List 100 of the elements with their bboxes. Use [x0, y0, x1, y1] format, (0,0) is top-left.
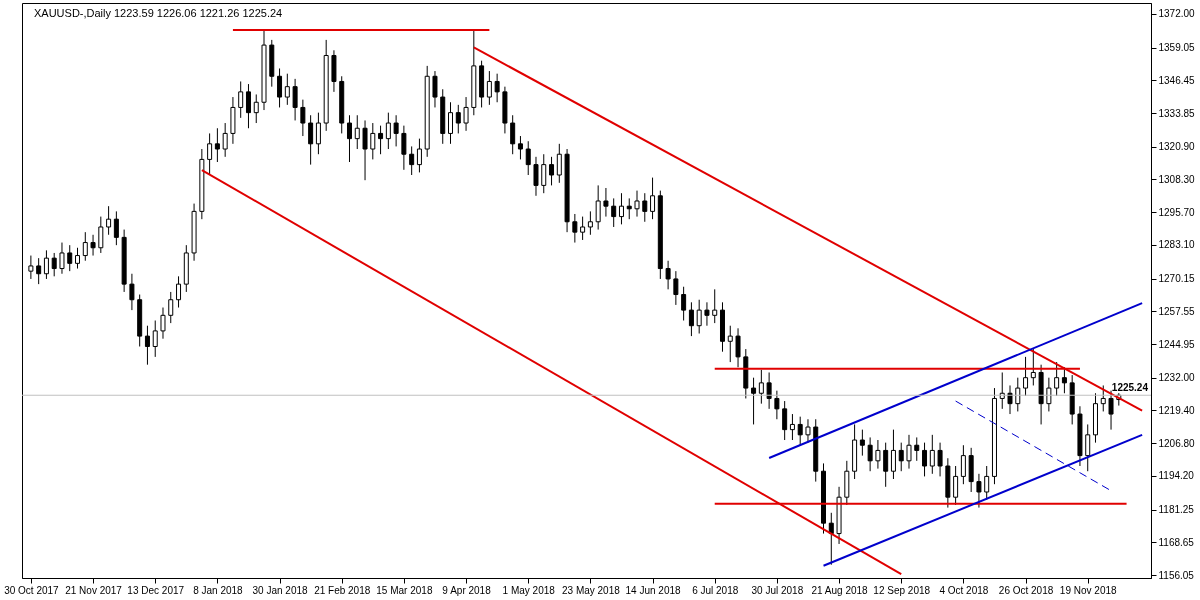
candlestick — [953, 465, 959, 506]
y-tick-label: 1257.55 — [1158, 305, 1196, 317]
candlestick — [541, 153, 547, 194]
y-tick-label: 1346.45 — [1158, 74, 1196, 86]
candlestick — [113, 210, 119, 246]
y-tick-label: 1333.85 — [1158, 107, 1196, 119]
candlestick — [1085, 423, 1091, 472]
candlestick — [883, 442, 889, 488]
candlestick — [766, 371, 772, 410]
candlestick — [168, 291, 174, 324]
candlestick — [735, 327, 741, 368]
y-tick-label: 1219.40 — [1158, 404, 1196, 416]
candlestick — [346, 114, 352, 163]
candlestick — [890, 429, 896, 480]
candlestick — [587, 210, 593, 236]
candlestick — [486, 70, 492, 106]
candlestick — [106, 205, 112, 236]
x-tick-label: 14 Jun 2018 — [625, 584, 682, 596]
y-tick-label: 1308.30 — [1158, 173, 1196, 185]
candlestick — [875, 439, 881, 470]
candlestick — [90, 234, 96, 257]
candlestick — [758, 369, 764, 405]
candlestick — [611, 197, 617, 228]
candlestick — [370, 122, 376, 160]
x-tick-label: 6 Jul 2018 — [692, 584, 739, 596]
candlestick — [867, 436, 873, 472]
candlestick — [36, 257, 42, 285]
candlestick — [292, 78, 298, 121]
candlestick — [688, 301, 694, 337]
candlestick — [929, 434, 935, 475]
candlestick — [416, 138, 422, 173]
y-tick-label: 1156.05 — [1158, 569, 1195, 581]
candlestick — [378, 125, 384, 155]
candlestick — [222, 122, 228, 158]
candlestick — [665, 260, 671, 290]
ref-line-label: 1225.24 — [1111, 382, 1149, 394]
candlestick — [43, 249, 49, 280]
candlestick — [448, 101, 454, 145]
candlestick — [129, 273, 135, 311]
candlestick — [805, 418, 811, 444]
candlestick — [525, 140, 531, 176]
candlestick — [906, 434, 912, 470]
chart-subtitle: 1223.59 1226.06 1221.26 1225.24 — [114, 7, 283, 19]
y-tick-label: 1232.00 — [1158, 372, 1196, 384]
candlestick — [463, 96, 469, 132]
candlestick — [580, 216, 586, 241]
chart-title: XAUUSD-,Daily — [34, 7, 112, 19]
candlestick — [1030, 348, 1036, 386]
x-tick-label: 21 Aug 2018 — [811, 584, 869, 596]
candlestick — [284, 73, 290, 106]
y-tick-label: 1359.05 — [1158, 42, 1196, 54]
candlestick — [572, 213, 578, 244]
candlestick — [207, 132, 213, 176]
candlestick — [238, 80, 244, 119]
candlestick — [59, 242, 65, 275]
candlestick — [704, 301, 710, 327]
x-tick-label: 21 Nov 2017 — [65, 584, 123, 596]
y-tick-label: 1320.90 — [1158, 141, 1196, 153]
y-tick-label: 1194.20 — [1158, 470, 1195, 482]
y-tick-label: 1244.95 — [1158, 338, 1196, 350]
candlestick — [774, 390, 780, 420]
y-tick-label: 1270.15 — [1158, 273, 1196, 285]
candlestick — [898, 442, 904, 472]
candlestick — [432, 70, 438, 108]
candlestick — [984, 465, 990, 501]
candlestick — [922, 442, 928, 477]
x-tick-label: 21 Feb 2018 — [314, 584, 371, 596]
y-tick-label: 1181.25 — [1158, 504, 1195, 516]
candlestick — [354, 114, 360, 150]
candlestick — [28, 255, 34, 280]
candlestick — [401, 125, 407, 171]
x-tick-label: 4 Oct 2018 — [939, 584, 989, 596]
candlestick — [152, 320, 158, 358]
candlestick — [245, 83, 251, 129]
candlestick — [1046, 377, 1052, 412]
candlestick — [1100, 384, 1106, 412]
candlestick — [914, 436, 920, 462]
x-tick-label: 13 Dec 2017 — [127, 584, 185, 596]
y-tick-label: 1168.65 — [1158, 536, 1195, 548]
candlestick — [1007, 384, 1013, 415]
x-tick-label: 30 Jul 2018 — [751, 584, 804, 596]
candlestick — [789, 413, 795, 441]
candlestick — [549, 156, 555, 186]
y-tick-label: 1206.80 — [1158, 437, 1196, 449]
candlestick — [533, 156, 539, 197]
x-tick-label: 26 Oct 2018 — [998, 584, 1054, 596]
candlestick — [603, 187, 609, 218]
candlestick — [510, 114, 516, 155]
candlestick — [618, 192, 624, 225]
candlestick — [176, 275, 182, 309]
x-tick-label: 8 Jan 2018 — [193, 584, 244, 596]
candlestick — [782, 400, 788, 441]
candlestick — [393, 114, 399, 147]
candlestick — [712, 288, 718, 324]
candlestick — [642, 192, 648, 223]
candlestick — [517, 135, 523, 160]
candlestick — [409, 145, 415, 176]
y-tick-label: 1283.10 — [1158, 239, 1196, 251]
candlestick — [1023, 356, 1029, 397]
candlestick — [51, 252, 57, 277]
